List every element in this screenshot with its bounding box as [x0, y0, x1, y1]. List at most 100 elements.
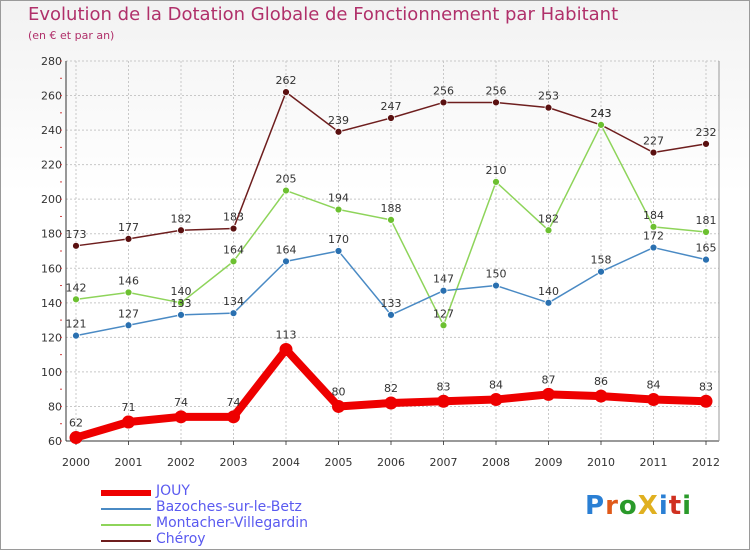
- data-point: [387, 311, 395, 319]
- data-label: 134: [223, 295, 244, 308]
- y-tick-label: 120: [41, 331, 62, 344]
- x-tick-label: 2009: [535, 456, 563, 469]
- data-labels: 173 177 182 183 262 239 247 256 256 253 243 227 232 1…: [66, 74, 717, 429]
- data-point: [229, 224, 238, 233]
- data-label: 147: [433, 273, 454, 286]
- data-label: 165: [696, 242, 717, 255]
- logo-letter: r: [605, 491, 619, 521]
- data-point: [69, 431, 83, 445]
- data-label: 210: [486, 164, 507, 177]
- data-label: 84: [647, 379, 661, 392]
- logo-letter: i: [682, 491, 693, 521]
- y-tick-label: 160: [41, 262, 62, 275]
- data-point: [229, 309, 238, 318]
- legend-swatch-jouy: [101, 490, 151, 496]
- data-label: 164: [276, 243, 297, 256]
- x-tick-label: 2007: [430, 456, 458, 469]
- data-point: [282, 186, 290, 195]
- data-label: 247: [381, 100, 402, 113]
- y-tick-label: 100: [41, 366, 62, 379]
- data-label: 80: [332, 385, 346, 398]
- data-label: 184: [643, 209, 664, 222]
- y-tick-label: 280: [41, 55, 62, 68]
- data-label: 243: [591, 107, 612, 120]
- chart-title: Evolution de la Dotation Globale de Fonc…: [28, 4, 619, 25]
- data-point: [384, 396, 398, 410]
- data-point: [387, 216, 395, 224]
- logo-letter: P: [585, 491, 606, 521]
- data-point: [594, 389, 608, 403]
- data-point: [177, 226, 185, 235]
- y-tick-label: 240: [41, 124, 62, 137]
- data-point: [279, 342, 293, 356]
- data-point: [702, 140, 710, 148]
- data-point: [227, 410, 240, 424]
- data-label: 239: [328, 114, 349, 127]
- data-label: 150: [486, 268, 507, 281]
- legend-label: Bazoches-sur-le-Betz: [156, 499, 302, 515]
- data-point: [334, 247, 343, 255]
- data-label: 182: [171, 212, 192, 225]
- logo-letter: i: [658, 491, 669, 521]
- data-label: 140: [538, 285, 559, 298]
- data-point: [649, 148, 658, 157]
- data-label: 87: [542, 373, 556, 386]
- data-label: 253: [538, 90, 559, 103]
- y-tick-label: 80: [48, 400, 62, 413]
- x-tick-label: 2004: [272, 456, 300, 469]
- x-tick-label: 2006: [377, 456, 405, 469]
- y-tick-label: 260: [41, 90, 62, 103]
- y-tick-label: 220: [41, 159, 62, 172]
- x-tick-label: 2002: [167, 456, 195, 469]
- data-point: [544, 103, 553, 112]
- data-point: [439, 98, 448, 107]
- data-point: [439, 321, 448, 330]
- chart-subtitle: (en € et par an): [28, 29, 115, 42]
- data-label: 62: [69, 417, 83, 430]
- data-label: 243: [591, 107, 612, 120]
- data-point: [492, 98, 500, 107]
- data-label: 74: [174, 396, 188, 409]
- legend-swatch-cheroy: [101, 540, 151, 542]
- data-point: [334, 127, 343, 136]
- data-label: 142: [66, 281, 87, 294]
- data-point: [699, 394, 713, 408]
- legend-swatch-montacher: [101, 524, 151, 526]
- data-label: 113: [276, 328, 297, 341]
- logo-letter: t: [668, 491, 683, 521]
- logo-letter: o: [618, 491, 638, 521]
- x-tick-label: 2000: [62, 456, 90, 469]
- data-label: 84: [489, 379, 503, 392]
- y-tick-label: 200: [41, 193, 62, 206]
- data-label: 74: [227, 396, 241, 409]
- x-tick-label: 2008: [482, 456, 510, 469]
- axes: 60 80 100 120 140 160 180 200 220 240 260 280 2000 20…: [41, 55, 720, 469]
- data-point: [332, 399, 345, 413]
- data-point: [124, 288, 133, 297]
- legend-label: Montacher-Villegardin: [156, 515, 309, 531]
- data-point: [177, 298, 185, 307]
- x-tick-label: 2003: [220, 456, 248, 469]
- proxiti-logo: ProXiti: [585, 491, 692, 521]
- data-label: 133: [381, 297, 402, 310]
- x-tick-label: 2010: [587, 456, 615, 469]
- data-label: 140: [171, 285, 192, 298]
- data-label: 127: [118, 307, 139, 320]
- legend-label: JOUY: [156, 483, 190, 499]
- grid: [66, 60, 719, 442]
- legend-label: Chéroy: [156, 531, 206, 547]
- data-label: 71: [122, 401, 136, 414]
- data-point: [702, 255, 710, 264]
- data-point: [124, 321, 133, 330]
- data-point: [72, 331, 80, 340]
- data-label: 177: [118, 221, 139, 234]
- data-point: [542, 387, 555, 401]
- data-point: [174, 410, 188, 424]
- data-point: [72, 295, 80, 304]
- data-point: [649, 222, 658, 231]
- data-label: 205: [276, 173, 297, 186]
- data-label: 256: [486, 84, 507, 97]
- data-point: [544, 226, 553, 235]
- data-label: 133: [171, 297, 192, 310]
